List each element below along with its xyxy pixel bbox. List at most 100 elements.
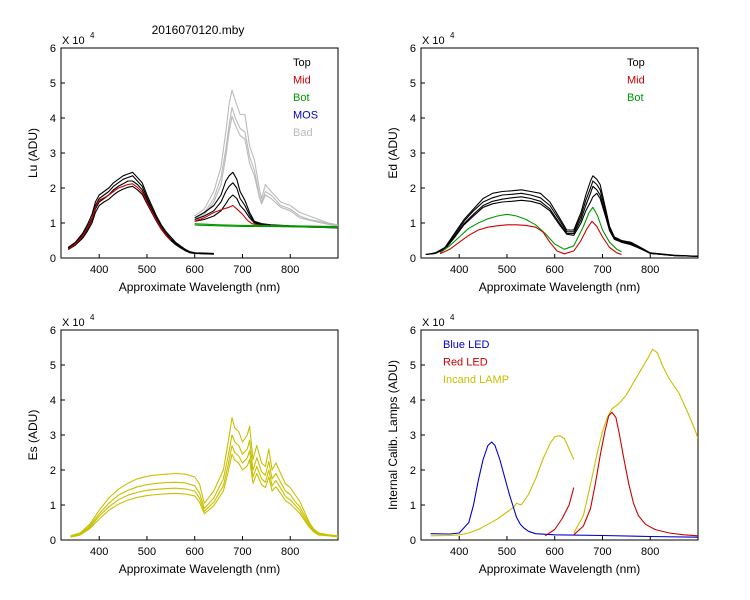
chart-es-xtick-label: 700 xyxy=(233,546,251,558)
chart-lamps-xtick-label: 700 xyxy=(593,546,611,558)
chart-lu-xtick-label: 400 xyxy=(90,264,108,276)
chart-ed-series-top xyxy=(425,192,698,257)
chart-es-frame xyxy=(60,329,339,541)
chart-ed-ytick-label: 6 xyxy=(410,43,416,55)
chart-lamps-ytick-label: 5 xyxy=(410,360,416,372)
chart-lu-scale-note: X 10 xyxy=(62,35,85,47)
chart-ed-xtick-label: 600 xyxy=(546,264,564,276)
chart-es-ylabel: Es (ADU) xyxy=(26,410,40,461)
chart-ed-ylabel: Ed (ADU) xyxy=(386,127,400,178)
chart-lu-ytick-label: 1 xyxy=(50,218,56,230)
chart-lu-xtick-label: 800 xyxy=(281,264,299,276)
chart-lamps-series-blue-led xyxy=(430,441,698,538)
chart-lu-scale-exp: 4 xyxy=(90,31,95,40)
chart-lamps-xtick-label: 400 xyxy=(450,546,468,558)
chart-lamps-scale-note: X 10 xyxy=(422,317,445,329)
chart-lu-series-bot xyxy=(194,224,338,229)
chart-lu-xtick-label: 500 xyxy=(138,264,156,276)
chart-lamps-legend-red-led: Red LED xyxy=(443,357,488,369)
chart-lu-series-bot xyxy=(194,223,338,228)
chart-lu-series-bad xyxy=(194,106,338,227)
chart-ed-scale-note: X 10 xyxy=(422,35,445,47)
chart-lamps-legend-blue-led: Blue LED xyxy=(443,339,490,351)
chart-ed-series-bot xyxy=(439,206,622,254)
chart-lamps-ytick-label: 6 xyxy=(410,325,416,337)
chart-es-ytick-label: 1 xyxy=(50,500,56,512)
chart-lu-series-bad xyxy=(194,115,338,228)
chart-ed-xtick-label: 400 xyxy=(450,264,468,276)
chart-es-series-es xyxy=(70,416,338,537)
chart-lu-xtick-label: 600 xyxy=(186,264,204,276)
chart-es-series-es xyxy=(70,434,338,538)
chart-lamps-legend-incand-lamp: Incand LAMP xyxy=(443,374,509,386)
chart-lamps-ylabel: Internal Calib. Lamps (ADU) xyxy=(386,360,400,510)
chart-ed-ytick-label: 1 xyxy=(410,218,416,230)
chart-ed-legend-bot: Bot xyxy=(627,92,644,104)
chart-es-series-es xyxy=(70,444,338,538)
chart-ed-ytick-label: 2 xyxy=(410,183,416,195)
chart-ed-legend-mid: Mid xyxy=(627,75,645,87)
chart-lamps-ytick-label: 2 xyxy=(410,465,416,477)
chart-ed-xtick-label: 700 xyxy=(593,264,611,276)
chart-lu-ytick-label: 5 xyxy=(50,78,56,90)
chart-lu-legend-bad: Bad xyxy=(293,127,313,139)
chart-lamps-series-group xyxy=(430,348,698,538)
chart-ed-ytick-label: 3 xyxy=(410,148,416,160)
chart-ed-scale-exp: 4 xyxy=(450,31,455,40)
chart-lamps-series-incand-lamp xyxy=(430,435,575,537)
chart-lamps-series-red-led xyxy=(573,411,698,537)
chart-ed-legend-top: Top xyxy=(627,57,645,69)
chart-ed-xtick-label: 500 xyxy=(498,264,516,276)
chart-lu-xtick-label: 700 xyxy=(233,264,251,276)
chart-ed-ytick-label: 5 xyxy=(410,78,416,90)
chart-lu-xlabel: Approximate Wavelength (nm) xyxy=(119,280,281,294)
chart-es-scale-note: X 10 xyxy=(62,317,85,329)
chart-lamps-series-red-led xyxy=(544,487,575,537)
chart-lu-series-top xyxy=(67,171,214,254)
chart-es-ytick-label: 4 xyxy=(50,395,56,407)
chart-ed-xlabel: Approximate Wavelength (nm) xyxy=(479,280,641,294)
chart-lu-series-top xyxy=(67,185,214,255)
chart-es-scale-exp: 4 xyxy=(90,313,95,322)
chart-ed-series-top xyxy=(425,175,698,257)
chart-lu-legend-mos: MOS xyxy=(293,110,318,122)
chart-lu-series-top xyxy=(67,175,214,255)
chart-es-xtick-label: 400 xyxy=(90,546,108,558)
chart-lu-ylabel: Lu (ADU) xyxy=(26,128,40,178)
chart-lamps-ytick-label: 4 xyxy=(410,395,416,407)
chart-ed-series-group xyxy=(425,175,698,257)
chart-lu-ytick-label: 6 xyxy=(50,43,56,55)
chart-lamps-series-incand-lamp xyxy=(573,348,698,534)
figure-title: 2016070120.mby xyxy=(152,23,245,37)
chart-ed-ytick-label: 0 xyxy=(410,253,416,265)
chart-es-series-es xyxy=(70,453,338,538)
chart-es-xtick-label: 800 xyxy=(281,546,299,558)
chart-es-series-group xyxy=(70,416,338,538)
chart-es-ytick-label: 2 xyxy=(50,465,56,477)
chart-lu-series-group xyxy=(67,89,338,255)
chart-lamps-ytick-label: 0 xyxy=(410,535,416,547)
chart-lu-series-mid xyxy=(67,183,172,250)
chart-lamps-ytick-label: 1 xyxy=(410,500,416,512)
chart-lu-ytick-label: 3 xyxy=(50,148,56,160)
chart-es-ytick-label: 0 xyxy=(50,535,56,547)
chart-lu-ytick-label: 2 xyxy=(50,183,56,195)
chart-ed-ytick-label: 4 xyxy=(410,113,416,125)
chart-lu-legend-top: Top xyxy=(293,57,311,69)
chart-es-ytick-label: 5 xyxy=(50,360,56,372)
chart-lamps-xlabel: Approximate Wavelength (nm) xyxy=(479,562,641,576)
chart-ed-xtick-label: 800 xyxy=(641,264,659,276)
chart-lu-ytick-label: 4 xyxy=(50,113,56,125)
chart-lamps-xtick-label: 600 xyxy=(546,546,564,558)
chart-es-ytick-label: 6 xyxy=(50,325,56,337)
chart-lamps-xtick-label: 800 xyxy=(641,546,659,558)
chart-lu-series-bad xyxy=(194,89,338,226)
chart-lu-legend-bot: Bot xyxy=(293,92,310,104)
chart-es-ytick-label: 3 xyxy=(50,430,56,442)
chart-lamps-ytick-label: 3 xyxy=(410,430,416,442)
